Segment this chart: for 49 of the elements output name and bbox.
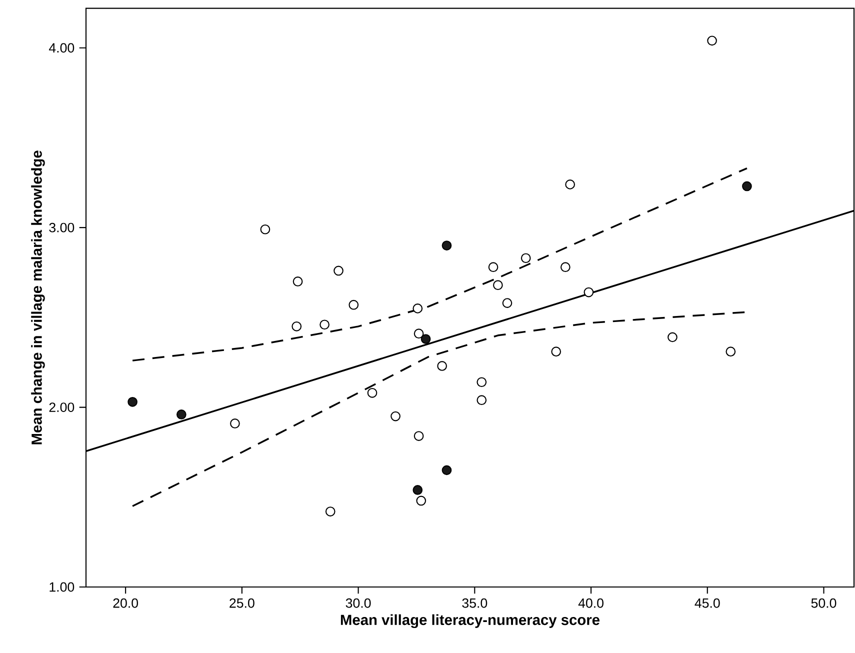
line-series (132, 167, 748, 362)
x-tick-label: 35.0 (462, 598, 488, 608)
y-tick-label: 3.00 (49, 222, 74, 232)
y-tick-label: 2.00 (49, 402, 74, 412)
point (520, 253, 531, 264)
point (476, 377, 487, 388)
point (128, 396, 138, 407)
point (502, 298, 512, 308)
point (742, 181, 752, 192)
x-tick-label: 40.0 (578, 598, 604, 608)
point (334, 266, 344, 276)
y-axis-title: Mean change in village malaria knowledge (31, 150, 45, 444)
point (565, 180, 576, 190)
x-tick-label: 30.0 (346, 598, 371, 608)
point (414, 328, 424, 339)
point (493, 280, 503, 290)
point (412, 485, 423, 495)
x-tick-label: 20.0 (113, 598, 138, 608)
point (325, 506, 336, 516)
x-tick-label: 45.0 (694, 598, 720, 608)
x-tick-label: 50.0 (811, 598, 836, 608)
point (292, 276, 303, 286)
point (442, 465, 452, 476)
point (176, 410, 186, 420)
point (668, 332, 678, 342)
point (367, 388, 378, 398)
point (476, 395, 487, 406)
point (320, 320, 330, 330)
point (726, 346, 736, 357)
point (437, 361, 448, 371)
point (488, 262, 498, 272)
point (442, 240, 452, 250)
point (230, 418, 240, 428)
point (348, 300, 359, 310)
point (584, 287, 594, 298)
point (390, 411, 400, 422)
point (414, 431, 424, 441)
point (420, 334, 431, 344)
point (412, 304, 423, 314)
point (560, 262, 570, 272)
point (551, 346, 562, 357)
point (707, 36, 717, 46)
point (292, 321, 302, 332)
y-tick-label: 1.00 (50, 582, 74, 592)
point (416, 496, 426, 506)
y-tick-label: 4.00 (48, 43, 74, 53)
point (260, 224, 270, 234)
x-tick-label: 25.0 (230, 598, 254, 608)
x-axis-title: Mean village literacy-numeracy score (340, 614, 600, 628)
